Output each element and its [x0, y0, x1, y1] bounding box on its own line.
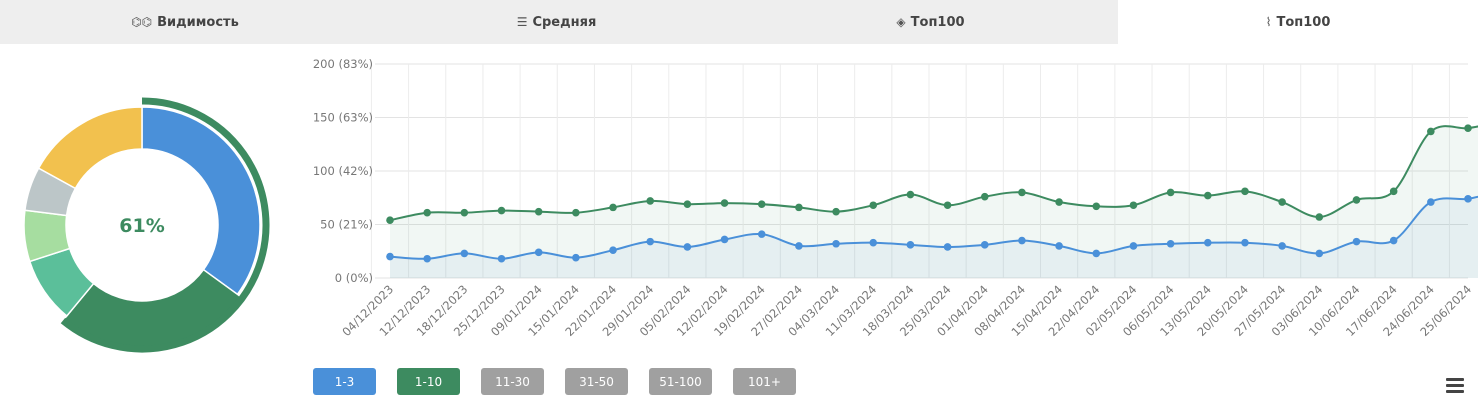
legend-11-30[interactable]: 11-30: [481, 368, 544, 395]
hamburger-menu-icon[interactable]: [1446, 378, 1464, 394]
data-point[interactable]: [646, 237, 655, 246]
legend-label: 31-50: [579, 374, 614, 389]
legend-51-100[interactable]: 51-100: [649, 368, 712, 395]
data-point[interactable]: [1464, 195, 1472, 203]
data-point[interactable]: [1427, 127, 1435, 136]
data-point[interactable]: [795, 242, 803, 250]
tab-label: Топ100: [910, 14, 965, 30]
data-point[interactable]: [1018, 188, 1026, 197]
donut-segment[interactable]: [37, 106, 143, 190]
data-point[interactable]: [1092, 249, 1101, 258]
data-point[interactable]: [1055, 242, 1063, 250]
data-point[interactable]: [1352, 237, 1361, 246]
donut-chart: 61%: [23, 97, 270, 353]
legend-31-50[interactable]: 31-50: [565, 368, 628, 395]
data-point[interactable]: [497, 206, 506, 215]
data-point[interactable]: [832, 239, 840, 248]
data-point[interactable]: [386, 252, 394, 261]
data-point[interactable]: [1278, 242, 1286, 250]
data-point[interactable]: [1092, 202, 1101, 211]
donut-center-label: 61%: [119, 215, 164, 237]
data-point[interactable]: [980, 241, 989, 249]
data-point[interactable]: [1129, 242, 1138, 250]
series-area: [390, 196, 1478, 278]
data-point[interactable]: [757, 230, 766, 238]
y-tick-label: 100 (42%): [313, 164, 373, 178]
tab-bar: ⌬⌬ Видимость ☰ Средняя ◈ Топ100 ⌇ Топ100: [0, 0, 1478, 44]
glasses-icon: ⌬⌬: [131, 15, 153, 29]
data-point[interactable]: [906, 241, 915, 249]
data-point[interactable]: [1427, 198, 1435, 206]
data-point[interactable]: [460, 249, 469, 258]
data-point[interactable]: [720, 235, 729, 244]
data-point[interactable]: [1315, 249, 1324, 258]
data-point[interactable]: [832, 207, 840, 216]
y-tick-label: 50 (21%): [320, 218, 373, 232]
stacked-lines-icon: ☰: [516, 15, 528, 29]
data-point[interactable]: [1129, 201, 1138, 210]
legend-1-10[interactable]: 1-10: [397, 368, 460, 395]
y-tick-label: 0 (0%): [335, 271, 373, 285]
tab-label: Видимость: [157, 14, 239, 30]
chart-legend: 1-3 1-10 11-30 31-50 51-100 101+: [313, 368, 796, 395]
y-tick-label: 200 (83%): [313, 57, 373, 71]
data-point[interactable]: [1055, 198, 1063, 206]
data-point[interactable]: [1203, 238, 1212, 247]
legend-label: 1-10: [414, 374, 443, 389]
data-point[interactable]: [534, 207, 543, 216]
data-point[interactable]: [943, 243, 952, 251]
data-point[interactable]: [869, 201, 878, 210]
donut-outer-ring: [60, 97, 270, 353]
layers-icon: ◈: [896, 15, 906, 29]
legend-label: 101+: [748, 374, 781, 389]
data-point[interactable]: [795, 203, 803, 212]
data-point[interactable]: [1352, 196, 1361, 204]
data-point[interactable]: [943, 201, 952, 210]
data-point[interactable]: [1018, 236, 1026, 245]
data-point[interactable]: [572, 253, 580, 262]
tab-top100[interactable]: ◈ Топ100: [743, 0, 1118, 44]
data-point[interactable]: [1241, 238, 1249, 247]
data-point[interactable]: [720, 199, 729, 207]
donut-segment[interactable]: [141, 106, 261, 296]
data-point[interactable]: [757, 200, 766, 208]
tab-average[interactable]: ☰ Средняя: [370, 0, 743, 44]
data-point[interactable]: [1241, 187, 1249, 196]
data-point[interactable]: [609, 203, 617, 212]
data-point[interactable]: [572, 208, 580, 217]
legend-1-3[interactable]: 1-3: [313, 368, 376, 395]
data-point[interactable]: [386, 216, 394, 225]
data-point[interactable]: [1464, 124, 1472, 132]
data-point[interactable]: [906, 190, 915, 199]
data-point[interactable]: [534, 248, 543, 257]
data-point[interactable]: [1278, 198, 1286, 206]
data-point[interactable]: [869, 238, 878, 247]
legend-101-plus[interactable]: 101+: [733, 368, 796, 395]
tab-label: Средняя: [532, 14, 597, 30]
data-point[interactable]: [1166, 239, 1175, 248]
data-point[interactable]: [460, 208, 469, 217]
data-point[interactable]: [683, 200, 692, 208]
data-point[interactable]: [1389, 236, 1398, 245]
legend-label: 11-30: [495, 374, 530, 389]
data-point[interactable]: [1166, 188, 1175, 197]
data-point[interactable]: [609, 246, 617, 254]
data-point[interactable]: [423, 254, 431, 263]
y-tick-label: 150 (63%): [313, 111, 373, 125]
data-point[interactable]: [646, 197, 655, 205]
data-point[interactable]: [1389, 187, 1398, 196]
legend-label: 1-3: [334, 374, 355, 389]
data-point[interactable]: [497, 254, 506, 263]
data-point[interactable]: [1203, 191, 1212, 200]
data-point[interactable]: [980, 192, 989, 201]
tab-visibility[interactable]: ⌬⌬ Видимость: [0, 0, 370, 44]
data-point[interactable]: [683, 243, 692, 251]
legend-label: 51-100: [659, 374, 702, 389]
tab-top100-chart[interactable]: ⌇ Топ100: [1118, 0, 1478, 44]
data-point[interactable]: [423, 208, 431, 217]
line-chart-icon: ⌇: [1265, 15, 1272, 29]
tab-label: Топ100: [1276, 14, 1331, 30]
data-point[interactable]: [1315, 213, 1324, 221]
